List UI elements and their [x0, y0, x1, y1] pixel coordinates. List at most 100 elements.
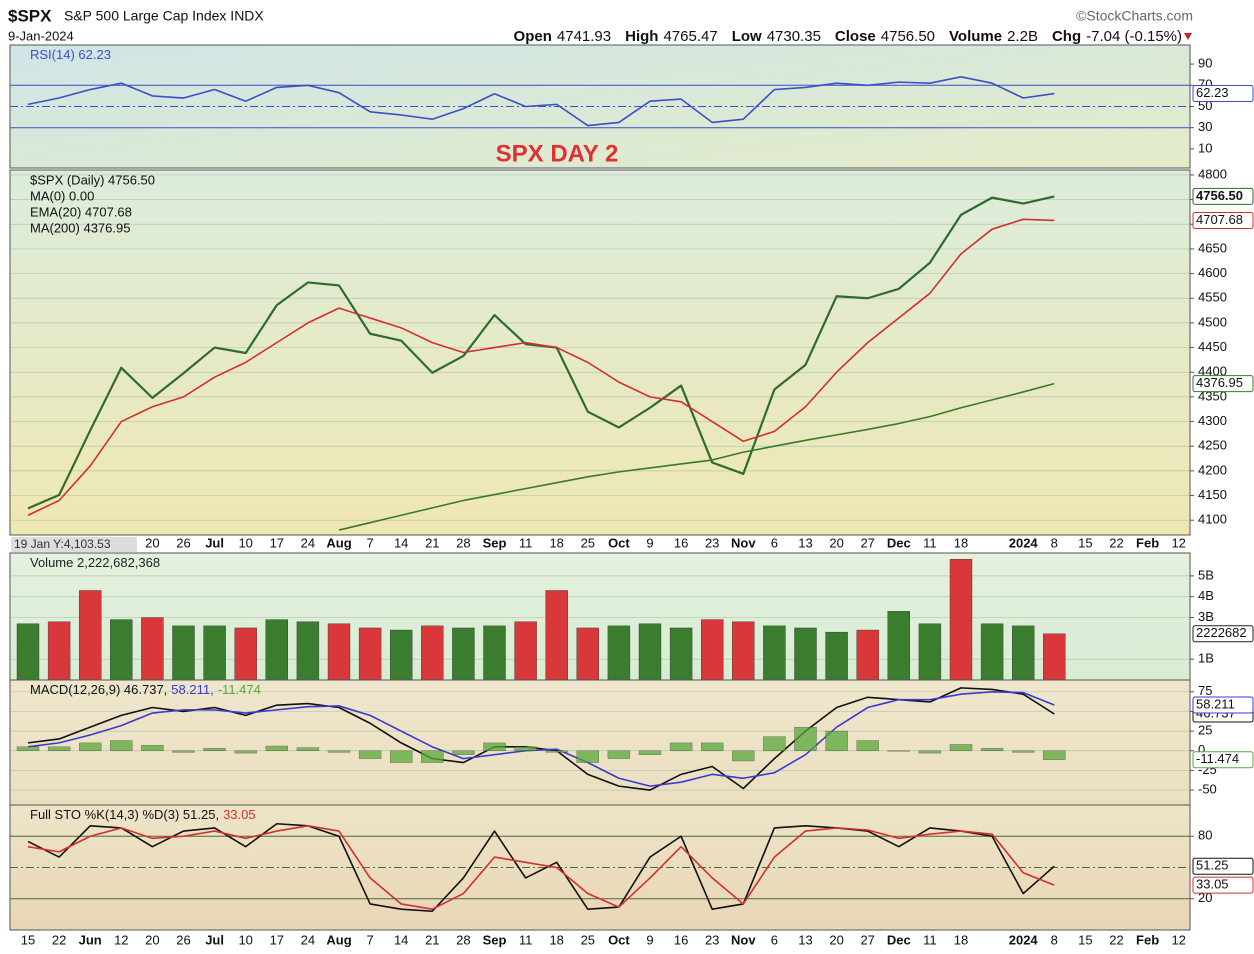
x-tick-label: Feb [1136, 535, 1159, 550]
legend-entry: RSI(14) 62.23 [30, 47, 111, 62]
bar [514, 621, 537, 681]
bar [825, 631, 848, 681]
y-tick-label: 90 [1198, 56, 1212, 71]
x-tick-label: Aug [326, 535, 351, 550]
x-tick-label: 2024 [1009, 535, 1039, 550]
bar [763, 625, 786, 681]
stat-label: Close [835, 28, 876, 45]
x-tick-label: 27 [860, 535, 874, 550]
x-tick-label: Oct [608, 535, 630, 550]
y-tick-label: 4450 [1198, 339, 1227, 354]
bar [545, 750, 568, 753]
legend-entry: MA(200) 4376.95 [30, 220, 130, 235]
x-tick-label: 20 [829, 932, 843, 947]
legend-entry: -11.474 [218, 682, 261, 697]
x-tick-label: 24 [301, 932, 315, 947]
x-tick-label: 25 [581, 932, 595, 947]
y-tick-label: 4250 [1198, 438, 1227, 453]
legend-entry: MA(0) 0.00 [30, 188, 94, 203]
bar [949, 559, 973, 681]
index-name: S&P 500 Large Cap Index INDX [64, 8, 264, 24]
x-tick-label: 12 [114, 932, 128, 947]
last-value-label: 33.05 [1196, 877, 1229, 892]
stat-value: -7.04 (-0.15%) [1086, 28, 1182, 45]
x-tick-label: Nov [731, 535, 756, 550]
x-tick-label: Aug [326, 932, 351, 947]
bar [234, 627, 257, 681]
y-tick-label: 4800 [1198, 166, 1227, 181]
x-tick-label: 10 [238, 535, 252, 550]
y-tick-label: 4400 [1198, 364, 1227, 379]
bar [887, 611, 910, 681]
x-tick-label: 11 [519, 535, 533, 550]
x-tick-label: 25 [581, 535, 595, 550]
x-tick-label: 6 [771, 932, 778, 947]
x-tick-label: Nov [731, 932, 756, 947]
panel-background [10, 680, 1190, 805]
y-tick-label: 25 [1198, 723, 1212, 738]
legend-entry: EMA(20) 4707.68 [30, 204, 132, 219]
stat-label: Low [732, 28, 762, 45]
bar [669, 742, 693, 751]
bar [763, 736, 786, 751]
symbol: $SPX [8, 6, 52, 25]
last-value-box [1192, 211, 1254, 229]
stat-label: High [625, 28, 658, 45]
x-tick-label: 12 [1171, 932, 1185, 947]
x-tick-label: 9 [646, 535, 653, 550]
x-tick-label: 13 [798, 932, 812, 947]
y-tick-label: 4150 [1198, 487, 1227, 502]
legend-entry: 33.05 [223, 807, 256, 822]
bar [732, 750, 755, 762]
bar [794, 726, 817, 751]
bar [141, 617, 164, 681]
y-tick-label: 1B [1198, 651, 1214, 666]
line-series [27, 76, 1055, 127]
legend: MACD(12,26,9) 46.737, 58.211, -11.474 [30, 682, 261, 697]
bar [483, 742, 506, 751]
bar [203, 748, 226, 751]
x-tick-label: 9 [646, 932, 653, 947]
bar [390, 629, 413, 681]
y-tick-label: 4300 [1198, 413, 1227, 428]
last-value-box [1192, 187, 1254, 205]
bar [638, 750, 662, 755]
bar [327, 750, 351, 753]
line-series [27, 825, 1055, 910]
x-tick-label: 23 [705, 932, 719, 947]
stat-value: 4730.35 [767, 28, 821, 45]
last-value-label: 4756.50 [1196, 188, 1243, 203]
stat-label: Open [514, 28, 552, 45]
x-tick-label: 18 [954, 535, 968, 550]
bar [296, 747, 320, 751]
x-tick-label: 28 [456, 932, 470, 947]
bar [514, 746, 537, 751]
x-tick-label: 18 [549, 535, 563, 550]
x-tick-label: Dec [887, 535, 911, 550]
panel-frame [9, 169, 1191, 536]
y-tick-label: 4650 [1198, 240, 1227, 255]
bar [856, 740, 879, 751]
x-tick-label: 15 [1078, 535, 1092, 550]
bar [172, 625, 195, 681]
cursor-label-box [11, 537, 137, 552]
x-tick-label: Feb [1136, 932, 1159, 947]
x-tick-label: 8 [1051, 932, 1058, 947]
bar [980, 748, 1004, 751]
bar [358, 750, 382, 759]
stat-value: 4756.50 [881, 28, 935, 45]
bar [358, 627, 382, 681]
x-tick-label: Oct [608, 932, 630, 947]
x-tick-label: 22 [1109, 932, 1123, 947]
last-value-box [1192, 625, 1254, 643]
bar [16, 623, 40, 681]
x-tick-label: 20 [829, 535, 843, 550]
bar [141, 745, 164, 751]
bar [47, 621, 71, 681]
last-value-label: 4376.95 [1196, 375, 1243, 390]
bar [1043, 750, 1066, 760]
last-value-label: 51.25 [1196, 858, 1229, 873]
date: 9-Jan-2024 [8, 28, 74, 43]
bar [296, 621, 320, 681]
